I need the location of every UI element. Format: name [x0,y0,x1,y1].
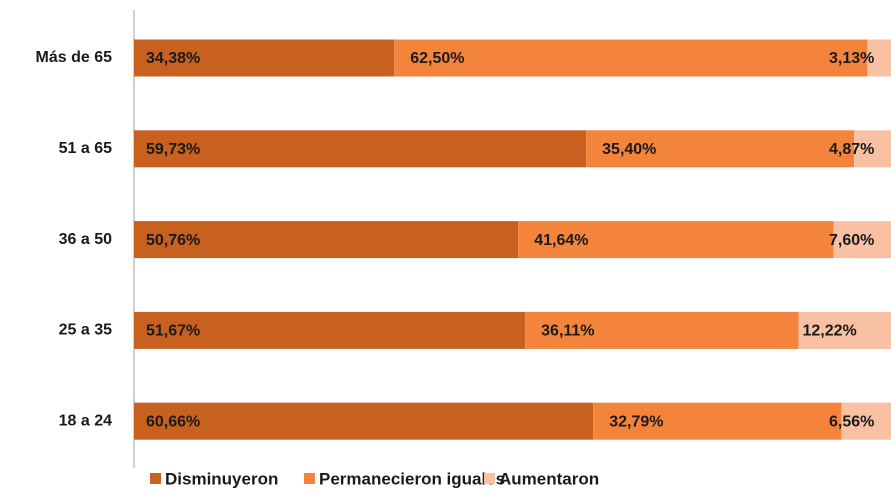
bar-segment [798,311,891,349]
value-label: 7,60% [829,232,874,249]
value-label: 36,11% [541,323,594,340]
value-label: 50,76% [146,232,200,249]
legend-label: Disminuyeron [165,469,278,488]
value-label: 32,79% [609,413,663,430]
legend-label: Aumentaron [499,469,599,488]
bar-segment [586,130,855,168]
value-label: 4,87% [829,141,874,158]
bar-segment [867,39,891,77]
bar-segment [593,402,842,440]
y-tick-label: Más de 65 [36,49,113,66]
value-label: 6,56% [829,413,874,430]
value-label: 41,64% [534,232,588,249]
value-label: 60,66% [146,413,200,430]
bar-segment [518,221,834,259]
bar-segment [134,130,587,168]
bar-segment [833,221,891,259]
bar-segment [134,402,594,440]
bar-segment [394,39,868,77]
legend-swatch [304,473,315,484]
bar-segment [134,311,526,349]
value-label: 35,40% [602,141,656,158]
y-tick-label: 25 a 35 [59,322,112,339]
value-label: 51,67% [146,323,200,340]
bar-segment [134,221,519,259]
bar-segment [134,39,395,77]
bar-segment [525,311,799,349]
legend-swatch [484,473,495,484]
y-tick-label: 36 a 50 [59,231,112,248]
value-label: 12,22% [802,323,856,340]
y-tick-label: 51 a 65 [59,140,112,157]
bar-segment [854,130,891,168]
value-label: 62,50% [410,50,464,67]
legend-label: Permanecieron iguales [319,469,505,488]
y-tick-label: 18 a 24 [59,412,112,429]
bar-segment [841,402,891,440]
value-label: 34,38% [146,50,200,67]
value-label: 59,73% [146,141,200,158]
value-label: 3,13% [829,50,874,67]
legend-swatch [150,473,161,484]
